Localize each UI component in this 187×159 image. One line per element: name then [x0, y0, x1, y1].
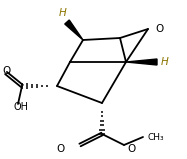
Text: O: O — [57, 144, 65, 154]
Text: O: O — [2, 66, 10, 76]
Text: H: H — [161, 57, 169, 67]
Text: O: O — [127, 144, 135, 154]
Text: OH: OH — [14, 102, 29, 112]
Polygon shape — [126, 59, 157, 65]
Text: CH₃: CH₃ — [148, 132, 165, 142]
Text: O: O — [155, 24, 163, 34]
Text: H: H — [59, 8, 67, 18]
Polygon shape — [65, 20, 83, 40]
